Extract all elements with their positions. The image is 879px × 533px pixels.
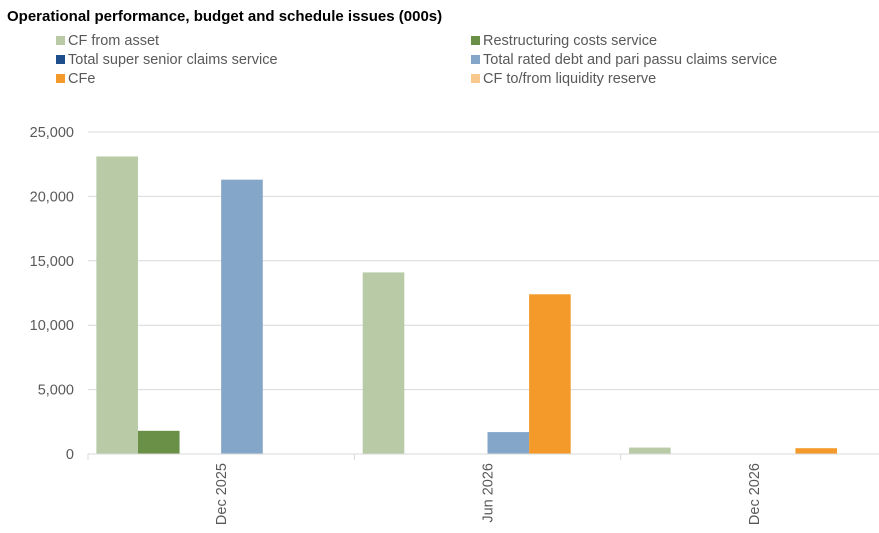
- legend-item-cf-to-from-liquidity-reserve: CF to/from liquidity reserve: [471, 71, 656, 87]
- legend-swatch: [471, 55, 480, 64]
- y-tick-label: 20,000: [30, 189, 74, 205]
- legend-label: CF to/from liquidity reserve: [483, 71, 657, 87]
- bar-cf-from-asset-dec-2026: [629, 447, 671, 454]
- legend-item-restructuring-costs-service: Restructuring costs service: [471, 33, 657, 49]
- bar-total-rated-debt-and-pari-passu-claims-service-jun-2026: [487, 432, 530, 454]
- legend-swatch: [471, 74, 480, 83]
- legend-item-cf-from-asset: CF from asset: [56, 33, 159, 49]
- y-tick-label: 25,000: [30, 125, 74, 141]
- bar-restructuring-costs-service-dec-2025: [137, 430, 180, 454]
- y-axis-tick-labels: 0 5,000 10,000 15,000 20,000 25,000: [30, 125, 74, 463]
- legend-label: Restructuring costs service: [483, 33, 658, 49]
- y-tick-label: 0: [66, 447, 74, 463]
- legend-swatch: [471, 36, 480, 45]
- legend-label: CF from asset: [68, 33, 160, 49]
- legend-swatch: [56, 36, 65, 45]
- bar-cf-from-asset-dec-2025: [96, 156, 138, 455]
- legend-label: Total rated debt and pari passu claims s…: [483, 52, 778, 68]
- chart-title: Operational performance, budget and sche…: [7, 8, 443, 25]
- legend-item-total-super-senior-claims-service: Total super senior claims service: [56, 52, 278, 68]
- bar-cf-from-asset-jun-2026: [362, 272, 405, 454]
- y-tick-label: 15,000: [30, 254, 74, 270]
- legend-label: Total super senior claims service: [68, 52, 278, 68]
- legend-swatch: [56, 55, 65, 64]
- x-tick-label: Jun 2026: [481, 463, 497, 523]
- legend-item-cfe: CFe: [56, 71, 95, 87]
- bar-total-rated-debt-and-pari-passu-claims-service-dec-2025: [221, 179, 263, 454]
- x-axis: [87, 453, 879, 460]
- legend-swatch: [56, 74, 65, 83]
- bar-cfe-dec-2026: [795, 448, 838, 454]
- gridlines: [88, 131, 879, 391]
- x-tick-label: Dec 2026: [747, 463, 763, 525]
- legend-item-total-rated-debt-and-pari-passu-claims-service: Total rated debt and pari passu claims s…: [471, 52, 777, 68]
- x-tick-label: Dec 2025: [214, 463, 230, 525]
- bar-cfe-jun-2026: [529, 294, 571, 454]
- legend-label: CFe: [68, 71, 96, 87]
- x-axis-tick-labels: Dec 2025 Jun 2026 Dec 2026: [214, 463, 763, 525]
- y-tick-label: 5,000: [38, 383, 74, 399]
- y-tick-label: 10,000: [30, 318, 74, 334]
- bars: [96, 156, 838, 455]
